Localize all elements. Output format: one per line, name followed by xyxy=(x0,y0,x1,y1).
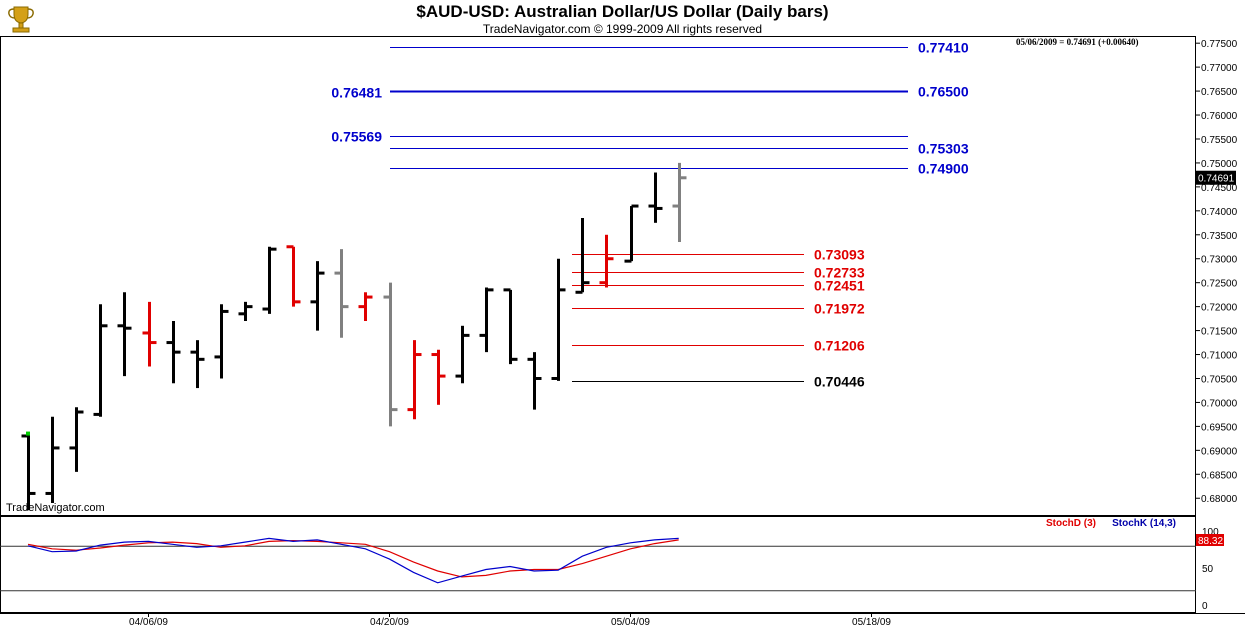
y-tick-label: 0.76500 xyxy=(1201,87,1238,98)
stoch-y-tick-label: 50 xyxy=(1202,564,1214,575)
level-label: 0.70446 xyxy=(814,374,865,390)
chart-title: $AUD-USD: Australian Dollar/US Dollar (D… xyxy=(416,2,829,21)
watermark-text: TradeNavigator.com xyxy=(6,502,105,514)
y-tick-label: 0.73500 xyxy=(1201,231,1238,242)
level-label: 0.72733 xyxy=(814,265,865,281)
stoch-legend-k: StochK (14,3) xyxy=(1112,518,1176,529)
level-label: 0.71206 xyxy=(814,338,865,354)
y-tick-label: 0.74000 xyxy=(1201,207,1238,218)
y-tick-label: 0.68500 xyxy=(1201,470,1238,481)
stoch-y-tick-label: 0 xyxy=(1202,601,1208,612)
y-tick-label: 0.73000 xyxy=(1201,255,1238,266)
y-tick-label: 0.75000 xyxy=(1201,159,1238,170)
level-label: 0.75569 xyxy=(331,129,382,145)
y-tick-label: 0.71500 xyxy=(1201,327,1238,338)
x-tick-label: 04/20/09 xyxy=(370,617,409,628)
y-tick-label: 0.77000 xyxy=(1201,63,1238,74)
signal-marker xyxy=(26,431,30,436)
y-tick-label: 0.72000 xyxy=(1201,303,1238,314)
stoch-legend-d: StochD (3) xyxy=(1046,518,1096,529)
y-tick-label: 0.74500 xyxy=(1201,183,1238,194)
level-label: 0.76500 xyxy=(918,84,969,100)
stoch-series-line xyxy=(27,539,679,578)
level-label: 0.74900 xyxy=(918,161,969,177)
stoch-panel-frame xyxy=(0,516,1196,613)
y-tick-label: 0.68000 xyxy=(1201,494,1238,505)
level-label: 0.75303 xyxy=(918,141,969,157)
y-tick-label: 0.69000 xyxy=(1201,446,1238,457)
x-tick-label: 05/04/09 xyxy=(611,617,650,628)
stoch-series-line xyxy=(27,537,679,584)
level-label: 0.71972 xyxy=(814,301,865,317)
stoch-value-label: 88.32 xyxy=(1198,536,1223,547)
copyright-text: TradeNavigator.com © 1999-2009 All right… xyxy=(482,22,763,36)
y-tick-label: 0.72500 xyxy=(1201,279,1238,290)
level-label: 0.77410 xyxy=(918,40,969,56)
y-tick-label: 0.77500 xyxy=(1201,39,1238,50)
trophy-logo xyxy=(8,6,34,33)
x-tick-label: 05/18/09 xyxy=(852,617,891,628)
level-label: 0.73093 xyxy=(814,247,865,263)
y-tick-label: 0.71000 xyxy=(1201,351,1238,362)
stoch-y-tick-label: 100 xyxy=(1202,527,1219,538)
y-tick-label: 0.69500 xyxy=(1201,422,1238,433)
current-price-tag xyxy=(1196,170,1236,185)
x-tick-label: 04/06/09 xyxy=(129,617,168,628)
level-label: 0.76481 xyxy=(331,85,382,101)
y-tick-label: 0.70500 xyxy=(1201,374,1238,385)
stoch-value-tag xyxy=(1196,534,1224,546)
price-panel-frame xyxy=(0,36,1196,516)
y-tick-label: 0.75500 xyxy=(1201,135,1238,146)
level-label: 0.72451 xyxy=(814,278,865,294)
current-price-label: 0.74691 xyxy=(1198,174,1235,185)
y-tick-label: 0.76000 xyxy=(1201,111,1238,122)
last-quote: 05/06/2009 = 0.74691 (+0.00640) xyxy=(1016,37,1139,47)
y-tick-label: 0.70000 xyxy=(1201,398,1238,409)
